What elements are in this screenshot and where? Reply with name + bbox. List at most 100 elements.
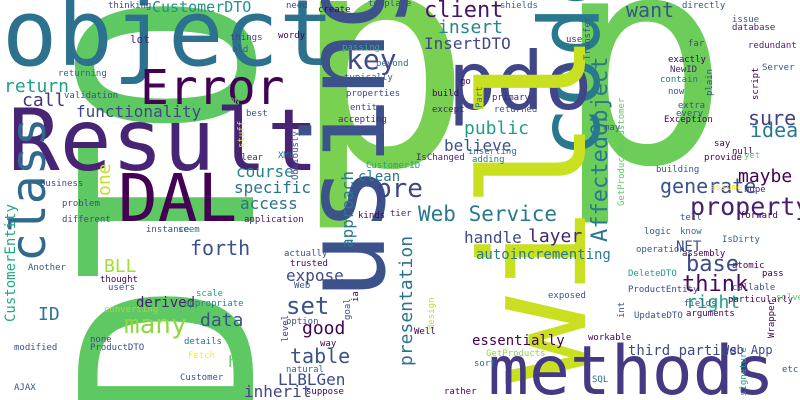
word-base: base <box>686 252 739 277</box>
word-logic: logic <box>644 227 672 237</box>
word-every: every <box>676 109 704 119</box>
word-sql: SQL <box>592 375 609 385</box>
word-xml: XML <box>278 151 295 161</box>
word-application: application <box>244 215 304 225</box>
word-affectedobject: AffectedObject <box>588 56 613 242</box>
word-tell: tell <box>680 213 702 223</box>
word-beyond: beyond <box>376 59 409 69</box>
word-sort: sort <box>474 359 496 369</box>
word-except: except <box>432 105 465 115</box>
word-approach: approach <box>338 170 357 248</box>
word-returning: returning <box>58 69 107 79</box>
word-assume: assume <box>710 183 743 193</box>
word-call: call <box>22 90 66 111</box>
word-script: script <box>751 67 761 100</box>
word-json: JSON <box>218 97 240 107</box>
word-shields: shields <box>500 1 538 11</box>
word-users: users <box>108 283 136 293</box>
word-key: key <box>346 43 397 76</box>
word-getproductbycustomer: GetProductByCustomer <box>617 97 627 206</box>
word-p-large-1: p <box>292 0 473 236</box>
word-error: Error <box>140 60 285 116</box>
word-lot: lot <box>130 33 150 46</box>
word-thinking: thinking <box>108 1 152 11</box>
word-many: many <box>124 310 187 340</box>
word-web-small: Web <box>294 281 311 291</box>
word-customerdto: CustomerDTO <box>152 0 252 16</box>
word-building: building <box>656 165 700 175</box>
word-bll: BLL <box>104 256 137 277</box>
word-right: right <box>686 292 741 313</box>
word-insertdto: InsertDTO <box>424 34 511 53</box>
word-insert: insert <box>438 17 504 38</box>
word-database: database <box>732 23 776 33</box>
word-solve: solve <box>776 293 800 303</box>
word-expose: expose <box>286 266 344 285</box>
word-may: may <box>604 123 621 133</box>
word-deletedto: DeleteDTO <box>628 269 677 279</box>
word-another: Another <box>28 263 66 273</box>
word-details: details <box>184 337 222 347</box>
word-wrapper: Wrapper <box>767 300 777 338</box>
word-entity: entity <box>350 103 383 113</box>
word-template: template <box>368 0 412 9</box>
word-one: one <box>94 163 115 196</box>
word-operation: operation <box>636 245 685 255</box>
word-option: option <box>286 317 319 327</box>
word-converting: converting <box>104 305 159 315</box>
word-none: none <box>90 335 112 345</box>
word-appropriate: appropriate <box>184 299 244 309</box>
word-pass: pass <box>762 269 784 279</box>
word-access: access <box>240 194 298 213</box>
word-handle: handle <box>464 228 522 247</box>
word-trusted: trusted <box>290 259 328 269</box>
word-atomic: atomic <box>732 261 765 271</box>
word-set: set <box>286 292 330 320</box>
word-newid: NewID <box>670 65 698 75</box>
word-clean: clean <box>358 169 401 185</box>
word-want: want <box>626 0 675 22</box>
word-ia: ia <box>351 291 361 302</box>
word-rather: rather <box>444 387 477 397</box>
word-hope: hope <box>744 185 766 195</box>
word-issue: issue <box>732 15 760 25</box>
word-best: best <box>246 109 268 119</box>
word-customerid: CustomerID <box>366 161 421 171</box>
word-exposed: exposed <box>548 291 586 301</box>
word-null: null <box>732 147 754 157</box>
word-sure: sure <box>748 106 797 130</box>
word-well: Well <box>414 327 436 337</box>
word-accepting: accepting <box>338 115 387 125</box>
word-productentity: ProductEntity <box>628 285 699 295</box>
word-properties: properties <box>346 89 401 99</box>
word-net: NET <box>676 239 702 255</box>
word-transfer: Transfer <box>583 16 593 60</box>
word-course: course <box>236 162 294 181</box>
word-extra: extra <box>678 101 706 111</box>
word-adding: adding <box>472 155 505 165</box>
word-provide: provide <box>704 153 742 163</box>
word-customer: Customer <box>180 373 224 383</box>
word-forward: forward <box>740 211 778 221</box>
word-p-large-2: p <box>555 0 730 231</box>
word-problem: problem <box>62 199 100 209</box>
word-data: data <box>200 310 244 331</box>
word-getproducts: GetProducts <box>486 349 546 359</box>
word-build: build <box>432 89 460 99</box>
word-returned: returned <box>494 105 538 115</box>
word-server: Server <box>762 63 795 73</box>
word-isdirty: IsDirty <box>722 235 760 245</box>
word-web-service: Web Service <box>418 202 558 226</box>
word-layer: layer <box>528 226 583 247</box>
word-derived: derived <box>136 295 196 311</box>
word-web-app: Web App <box>722 343 773 357</box>
word-third-parties: third parties <box>628 343 738 359</box>
word-old: old <box>232 45 249 55</box>
word-yet: yet <box>744 151 761 161</box>
word-pdo: pdo <box>448 35 593 128</box>
word-presentation: presentation <box>396 235 417 366</box>
word-h2: h2 <box>228 352 248 371</box>
word-maybe: maybe <box>738 166 793 187</box>
word-updatedto: UpdateDTO <box>634 311 683 321</box>
word-ajax: AJAX <box>14 383 36 393</box>
